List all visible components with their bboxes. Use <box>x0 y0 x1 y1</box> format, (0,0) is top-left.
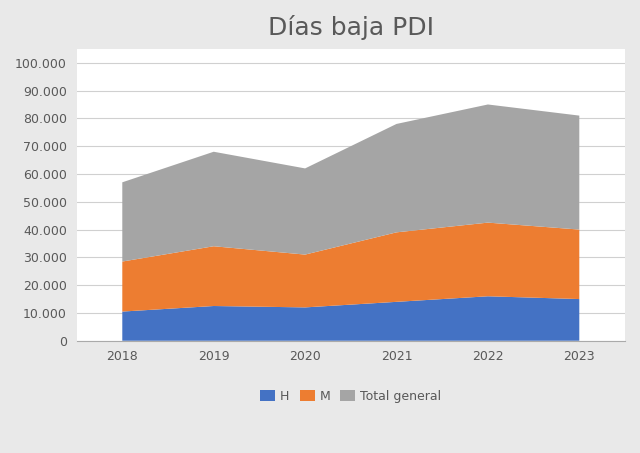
Title: Días baja PDI: Días baja PDI <box>268 15 434 40</box>
Legend: H, M, Total general: H, M, Total general <box>255 385 447 408</box>
